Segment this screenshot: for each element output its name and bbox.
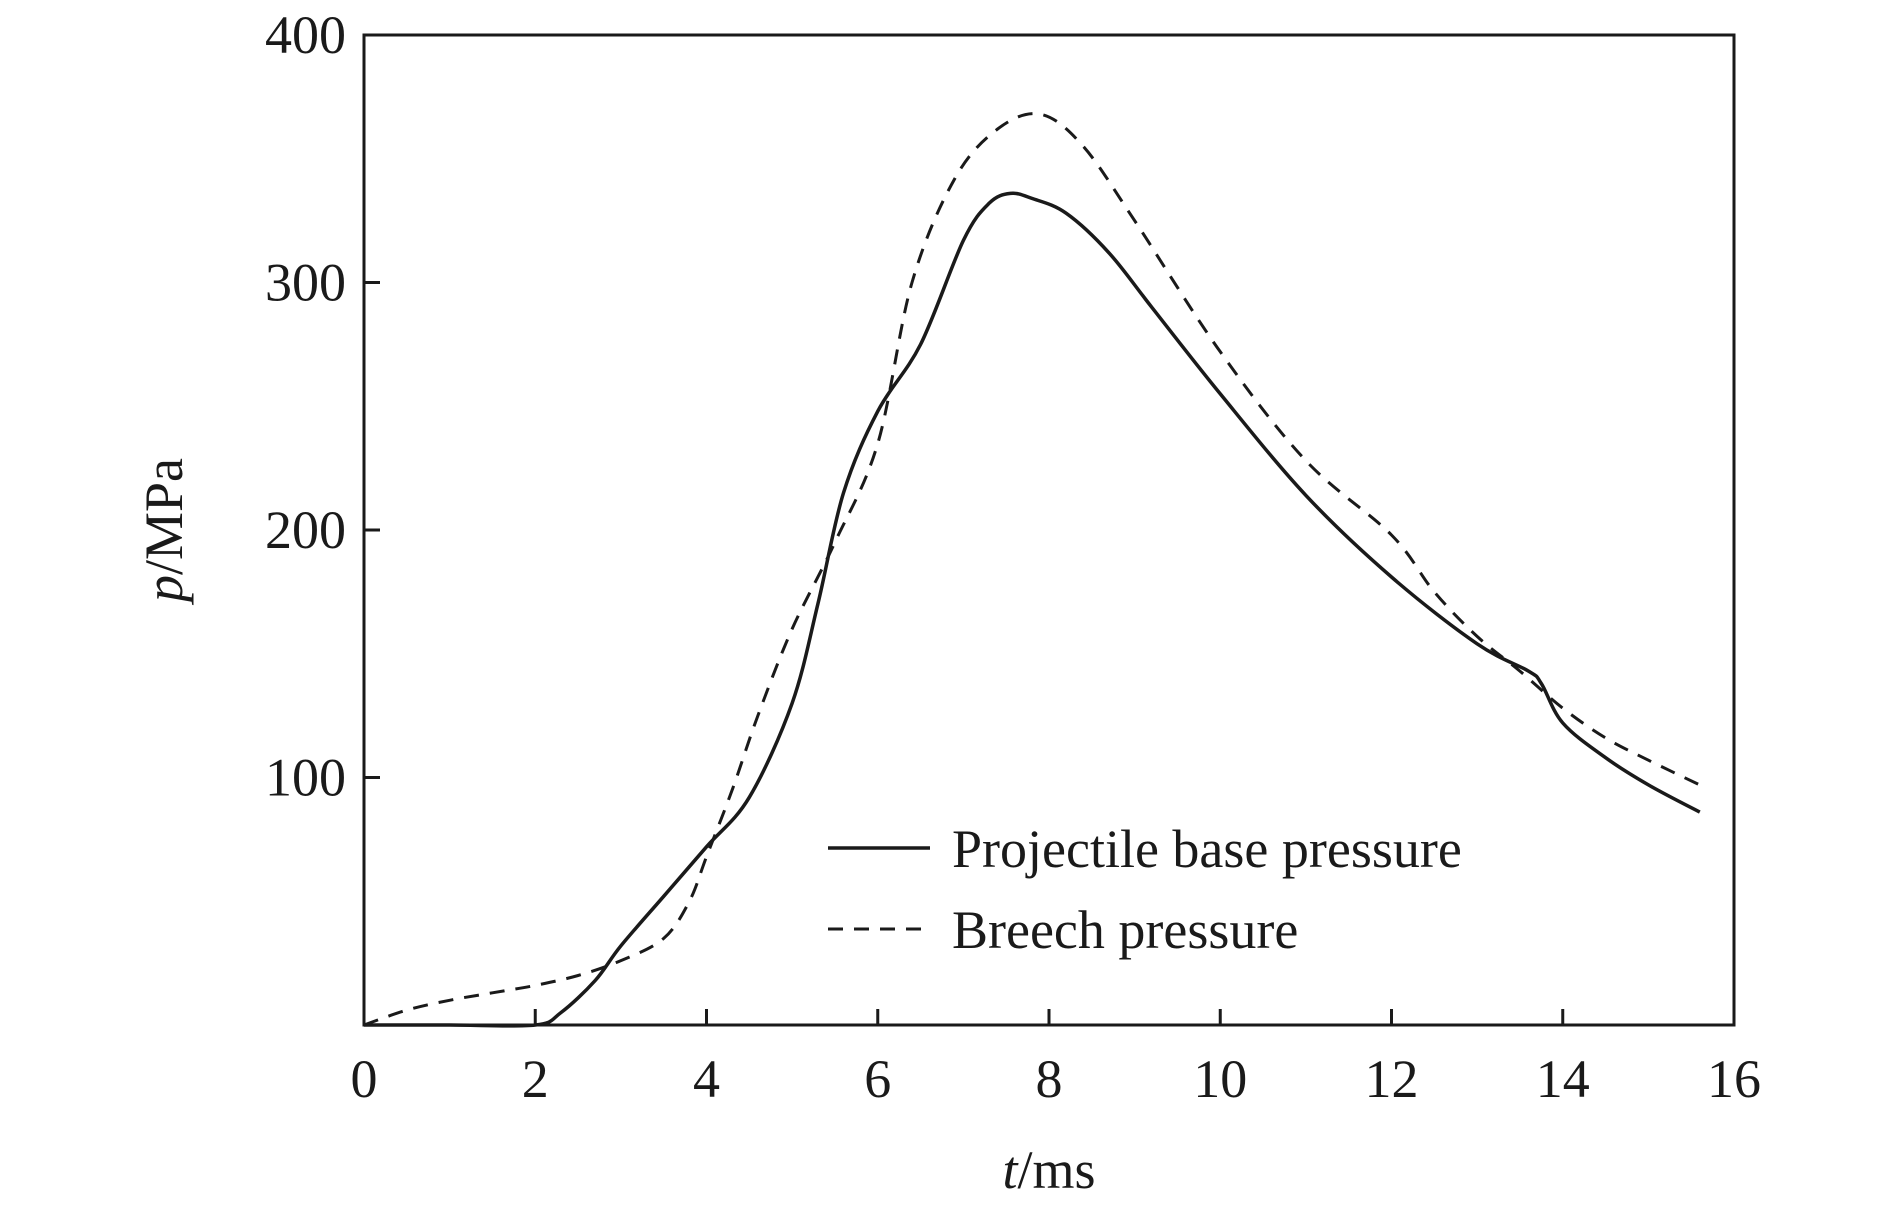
plot-area-frame	[362, 33, 1736, 1027]
legend-label-breech-pressure: Breech pressure	[952, 900, 1298, 960]
y-tick-label: 100	[265, 748, 346, 808]
axis-ticks	[364, 281, 1565, 1025]
x-axis-unit: /ms	[1017, 1140, 1095, 1200]
x-axis-variable: t	[1002, 1140, 1019, 1200]
x-tick-label: 10	[1193, 1049, 1247, 1109]
legend-label-projectile-base-pressure: Projectile base pressure	[952, 819, 1462, 879]
y-tick-label: 400	[265, 5, 346, 65]
x-tick-label: 16	[1707, 1049, 1761, 1109]
x-tick-label: 4	[693, 1049, 720, 1109]
y-axis-label: p/MPa	[134, 458, 194, 606]
x-axis-label: t/ms	[1002, 1140, 1095, 1200]
y-axis-variable: p	[134, 575, 194, 606]
series-layer	[363, 112, 1701, 1028]
x-tick-label: 8	[1036, 1049, 1063, 1109]
legend: Projectile base pressure Breech pressure	[828, 819, 1462, 960]
series-line-breech-pressure	[363, 112, 1701, 1027]
tick-labels: 0 2 4 6 8 10 12 14 16 100 200 300 400	[265, 5, 1761, 1109]
y-tick-label: 200	[265, 500, 346, 560]
y-tick-label: 300	[265, 253, 346, 313]
x-tick-label: 14	[1536, 1049, 1590, 1109]
x-tick-label: 6	[864, 1049, 891, 1109]
x-tick-label: 2	[522, 1049, 549, 1109]
y-axis-unit: /MPa	[134, 458, 194, 575]
x-tick-label: 0	[351, 1049, 378, 1109]
x-tick-label: 12	[1365, 1049, 1419, 1109]
